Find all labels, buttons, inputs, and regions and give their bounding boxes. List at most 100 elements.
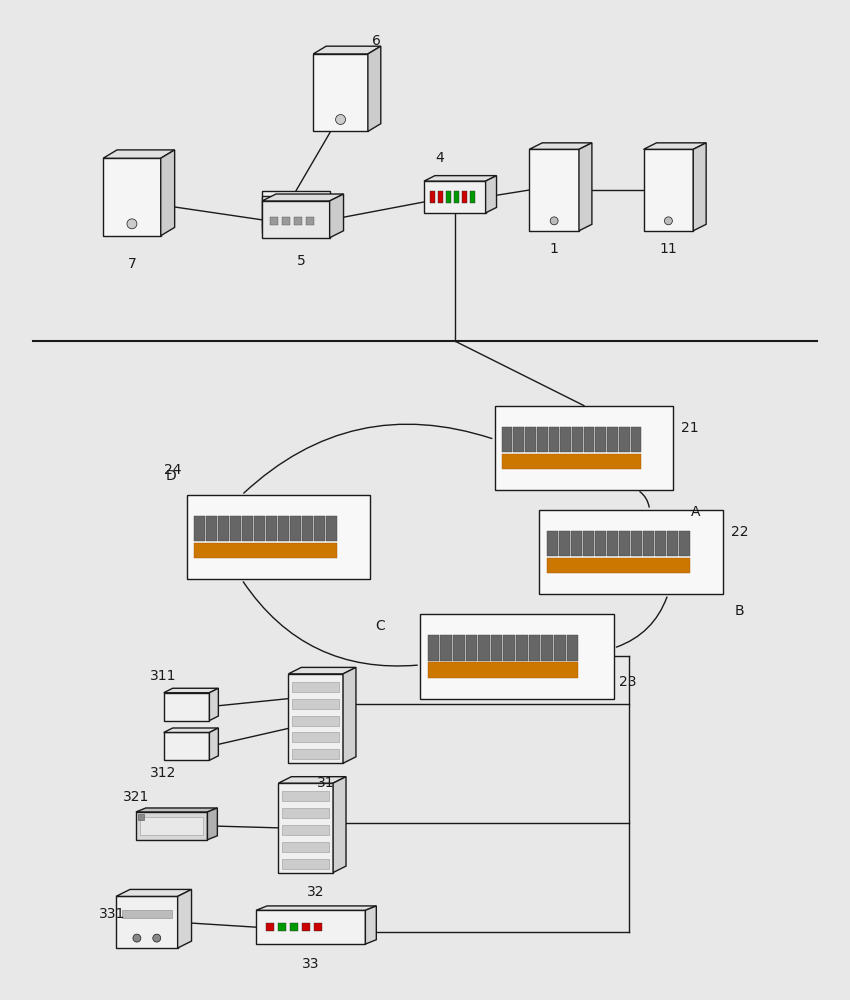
Bar	[302, 923, 309, 931]
Bar	[679, 531, 690, 556]
Polygon shape	[103, 158, 161, 236]
Text: 11: 11	[660, 242, 677, 256]
Bar	[138, 814, 144, 820]
Bar	[548, 427, 559, 452]
Bar	[479, 635, 490, 661]
Polygon shape	[333, 777, 346, 873]
Bar	[631, 531, 642, 556]
Text: 311: 311	[150, 669, 177, 683]
Polygon shape	[694, 143, 706, 231]
Bar	[470, 191, 474, 203]
Bar	[290, 516, 301, 541]
Polygon shape	[256, 910, 366, 944]
Bar	[502, 454, 642, 469]
Bar	[314, 923, 321, 931]
Text: 4: 4	[435, 151, 445, 165]
Bar	[495, 406, 673, 490]
Polygon shape	[207, 808, 218, 840]
Text: 23: 23	[619, 675, 637, 689]
Bar	[462, 191, 467, 203]
Text: C: C	[376, 619, 385, 633]
Bar	[326, 516, 337, 541]
Polygon shape	[330, 194, 343, 238]
Bar	[529, 635, 541, 661]
Polygon shape	[424, 176, 496, 181]
Bar	[292, 682, 339, 692]
Text: 31: 31	[317, 776, 334, 790]
Bar	[453, 635, 465, 661]
Bar	[306, 217, 314, 225]
Bar	[643, 531, 654, 556]
Bar	[567, 635, 578, 661]
Text: 32: 32	[307, 885, 325, 899]
Polygon shape	[643, 149, 694, 231]
Polygon shape	[262, 194, 343, 201]
Bar	[570, 531, 581, 556]
Bar	[266, 516, 277, 541]
Bar	[440, 635, 452, 661]
Bar	[438, 191, 443, 203]
Circle shape	[665, 217, 672, 225]
Text: 21: 21	[682, 421, 699, 435]
Polygon shape	[136, 808, 218, 812]
Bar	[140, 817, 203, 835]
Bar	[278, 923, 286, 931]
Bar	[516, 635, 528, 661]
Bar	[595, 531, 606, 556]
Polygon shape	[103, 150, 174, 158]
Polygon shape	[136, 812, 207, 840]
Bar	[584, 427, 594, 452]
Text: 1: 1	[550, 242, 558, 256]
Bar	[428, 635, 439, 661]
Bar	[454, 191, 459, 203]
Polygon shape	[288, 667, 356, 674]
Bar	[619, 427, 630, 452]
Polygon shape	[485, 176, 496, 213]
Circle shape	[133, 934, 141, 942]
Text: 321: 321	[123, 790, 150, 804]
Polygon shape	[164, 732, 209, 760]
Polygon shape	[314, 46, 381, 54]
Bar	[194, 516, 205, 541]
Polygon shape	[530, 143, 592, 149]
Polygon shape	[643, 143, 706, 149]
Bar	[230, 516, 241, 541]
Text: 24: 24	[164, 463, 182, 477]
Bar	[446, 191, 450, 203]
Polygon shape	[209, 688, 218, 721]
Polygon shape	[279, 777, 346, 783]
Bar	[282, 842, 329, 852]
Bar	[596, 427, 606, 452]
Bar	[654, 531, 666, 556]
Bar	[430, 191, 435, 203]
Bar	[314, 516, 326, 541]
Bar	[503, 635, 515, 661]
Bar	[206, 516, 217, 541]
Text: 5: 5	[297, 254, 305, 268]
Polygon shape	[530, 149, 579, 231]
Text: D: D	[166, 469, 177, 483]
Bar	[292, 716, 339, 726]
Polygon shape	[366, 906, 377, 944]
Polygon shape	[164, 688, 218, 693]
Polygon shape	[368, 46, 381, 131]
Bar	[282, 825, 329, 835]
Polygon shape	[343, 667, 356, 763]
Bar	[554, 635, 565, 661]
Bar	[292, 749, 339, 759]
Bar	[282, 859, 329, 869]
Polygon shape	[161, 150, 174, 236]
Circle shape	[127, 219, 137, 229]
Bar	[242, 516, 253, 541]
Text: A: A	[691, 505, 700, 519]
Bar	[278, 516, 289, 541]
Bar	[666, 531, 677, 556]
Bar	[194, 543, 337, 558]
Bar	[290, 923, 298, 931]
Polygon shape	[164, 693, 209, 721]
Bar	[420, 614, 614, 699]
Bar	[582, 531, 593, 556]
Polygon shape	[288, 674, 343, 763]
Bar	[282, 808, 329, 818]
Bar	[539, 510, 723, 594]
